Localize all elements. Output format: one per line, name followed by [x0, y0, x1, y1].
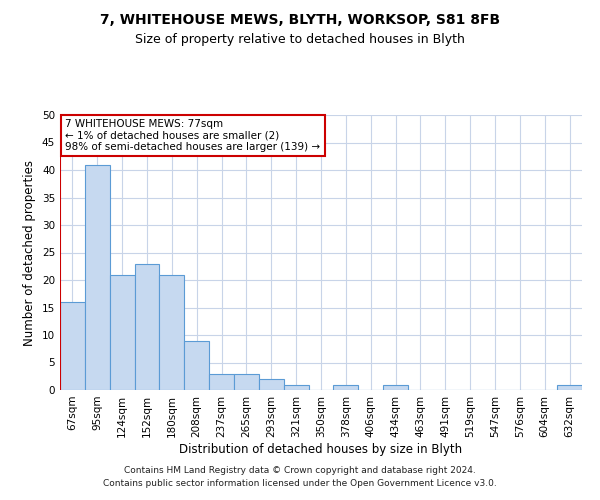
X-axis label: Distribution of detached houses by size in Blyth: Distribution of detached houses by size … — [179, 442, 463, 456]
Text: Size of property relative to detached houses in Blyth: Size of property relative to detached ho… — [135, 32, 465, 46]
Bar — [85, 164, 110, 390]
Bar — [383, 384, 408, 390]
Bar — [134, 264, 160, 390]
Text: 7 WHITEHOUSE MEWS: 77sqm
← 1% of detached houses are smaller (2)
98% of semi-det: 7 WHITEHOUSE MEWS: 77sqm ← 1% of detache… — [65, 119, 320, 152]
Text: 7, WHITEHOUSE MEWS, BLYTH, WORKSOP, S81 8FB: 7, WHITEHOUSE MEWS, BLYTH, WORKSOP, S81 … — [100, 12, 500, 26]
Bar — [184, 340, 209, 390]
Bar — [334, 384, 358, 390]
Bar — [110, 274, 134, 390]
Bar — [284, 384, 308, 390]
Y-axis label: Number of detached properties: Number of detached properties — [23, 160, 37, 346]
Bar — [160, 274, 184, 390]
Bar — [259, 379, 284, 390]
Bar — [557, 384, 582, 390]
Bar — [60, 302, 85, 390]
Text: Contains HM Land Registry data © Crown copyright and database right 2024.
Contai: Contains HM Land Registry data © Crown c… — [103, 466, 497, 487]
Bar — [209, 374, 234, 390]
Bar — [234, 374, 259, 390]
